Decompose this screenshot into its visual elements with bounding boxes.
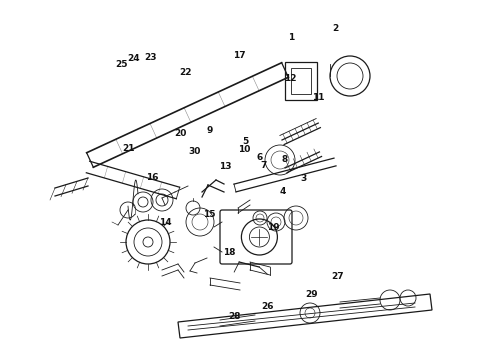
Text: 26: 26 xyxy=(261,302,273,311)
Text: 5: 5 xyxy=(242,136,248,145)
Text: 10: 10 xyxy=(238,145,250,154)
Text: 19: 19 xyxy=(267,223,280,232)
Text: 24: 24 xyxy=(127,54,140,63)
Text: 28: 28 xyxy=(228,311,241,320)
Text: 29: 29 xyxy=(305,290,318,299)
Text: 18: 18 xyxy=(223,248,236,257)
Text: 12: 12 xyxy=(284,74,296,83)
Bar xyxy=(291,68,311,94)
Text: 23: 23 xyxy=(145,53,157,62)
Text: 4: 4 xyxy=(280,187,287,196)
Text: 11: 11 xyxy=(312,93,325,102)
Text: 9: 9 xyxy=(206,126,213,135)
Text: 16: 16 xyxy=(146,173,158,181)
Text: 6: 6 xyxy=(257,153,263,162)
Text: 30: 30 xyxy=(189,148,201,156)
Bar xyxy=(285,62,317,100)
Text: 3: 3 xyxy=(301,174,307,183)
Text: 13: 13 xyxy=(219,162,232,171)
Text: 25: 25 xyxy=(115,60,128,69)
Text: 15: 15 xyxy=(203,210,216,219)
Text: 27: 27 xyxy=(331,272,343,281)
Text: 2: 2 xyxy=(333,24,339,33)
Text: 8: 8 xyxy=(281,154,287,163)
Text: 21: 21 xyxy=(122,144,135,153)
Text: 20: 20 xyxy=(174,129,187,138)
Text: 17: 17 xyxy=(233,51,245,60)
Text: 7: 7 xyxy=(260,161,267,170)
Text: 1: 1 xyxy=(289,33,294,42)
Text: 22: 22 xyxy=(179,68,192,77)
Text: 14: 14 xyxy=(159,218,172,227)
